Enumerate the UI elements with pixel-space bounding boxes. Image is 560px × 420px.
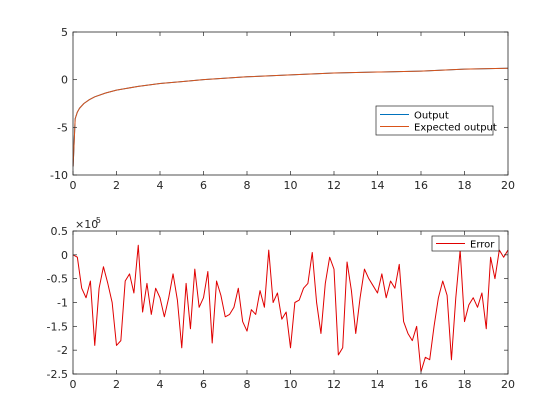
- top-y-tick-label: -5: [57, 121, 68, 134]
- bottom-x-tick-label: 20: [501, 378, 515, 391]
- top-legend: Output Expected output: [375, 105, 497, 136]
- bottom-x-tick-label: 10: [284, 378, 298, 391]
- top-y-tick-label: 0: [61, 74, 68, 87]
- top-x-tick-label: 20: [501, 179, 515, 192]
- legend-label-error: Error: [470, 240, 495, 251]
- top-x-tick-label: 10: [284, 179, 298, 192]
- legend-label-expected-output: Expected output: [414, 123, 497, 134]
- bottom-legend: Error: [431, 235, 500, 252]
- bottom-series-line-error: [72, 244, 509, 373]
- top-series-lines: [72, 67, 509, 167]
- bottom-x-tick-label: 0: [70, 378, 77, 391]
- bottom-legend-box: [431, 235, 500, 252]
- top-x-tick-label: 8: [244, 179, 251, 192]
- bottom-y-tick-label: 0.5: [51, 225, 69, 238]
- top-series-line-expected-output: [72, 67, 509, 167]
- bottom-axes-ticks: 0 2 4 6 8 10 12 14 16 18 20 0.5 0 -0.5 -1 -1.5 -2 -2.5: [47, 225, 515, 391]
- top-x-tick-label: 2: [113, 179, 120, 192]
- top-x-tick-label: 4: [157, 179, 164, 192]
- top-x-tick-label: 0: [70, 179, 77, 192]
- top-axes-background: [73, 32, 508, 175]
- top-x-tick-label: 18: [458, 179, 472, 192]
- top-axes-ticks: 0 2 4 6 8 10 12 14 16 18 20 5 0 -5 -10: [50, 26, 515, 192]
- top-axes: 0 2 4 6 8 10 12 14 16 18 20 5 0 -5 -10 Output Expected…: [50, 26, 515, 192]
- bottom-x-tick-label: 18: [458, 378, 472, 391]
- bottom-y-tick-label: -1.5: [47, 320, 68, 333]
- bottom-x-tick-label: 12: [327, 378, 341, 391]
- bottom-x-tick-label: 6: [200, 378, 207, 391]
- bottom-series-lines: [72, 244, 509, 373]
- top-x-tick-label: 6: [200, 179, 207, 192]
- bottom-y-tick-label: 0: [61, 249, 68, 262]
- y-exponent-multiplier: ×10: [75, 218, 98, 231]
- bottom-x-tick-label: 14: [371, 378, 385, 391]
- bottom-axes: 0 2 4 6 8 10 12 14 16 18 20 0.5 0 -0.5 -1 -1.5 -2 -2.5 ×1…: [47, 216, 515, 391]
- top-y-tick-label: -10: [50, 169, 68, 182]
- bottom-y-tick-label: -2.5: [47, 368, 68, 381]
- top-legend-box: [375, 105, 494, 136]
- top-y-tick-label: 5: [61, 26, 68, 39]
- bottom-axes-background: [73, 231, 508, 374]
- bottom-x-tick-label: 2: [113, 378, 120, 391]
- bottom-x-tick-label: 16: [414, 378, 428, 391]
- bottom-x-tick-label: 4: [157, 378, 164, 391]
- bottom-x-tick-label: 8: [244, 378, 251, 391]
- top-x-tick-label: 16: [414, 179, 428, 192]
- y-exponent-power: -5: [93, 216, 101, 225]
- bottom-y-tick-label: -2: [57, 344, 68, 357]
- top-x-tick-label: 12: [327, 179, 341, 192]
- legend-label-output: Output: [414, 111, 449, 122]
- bottom-y-tick-label: -0.5: [47, 273, 68, 286]
- top-x-tick-label: 14: [371, 179, 385, 192]
- bottom-y-tick-label: -1: [57, 297, 68, 310]
